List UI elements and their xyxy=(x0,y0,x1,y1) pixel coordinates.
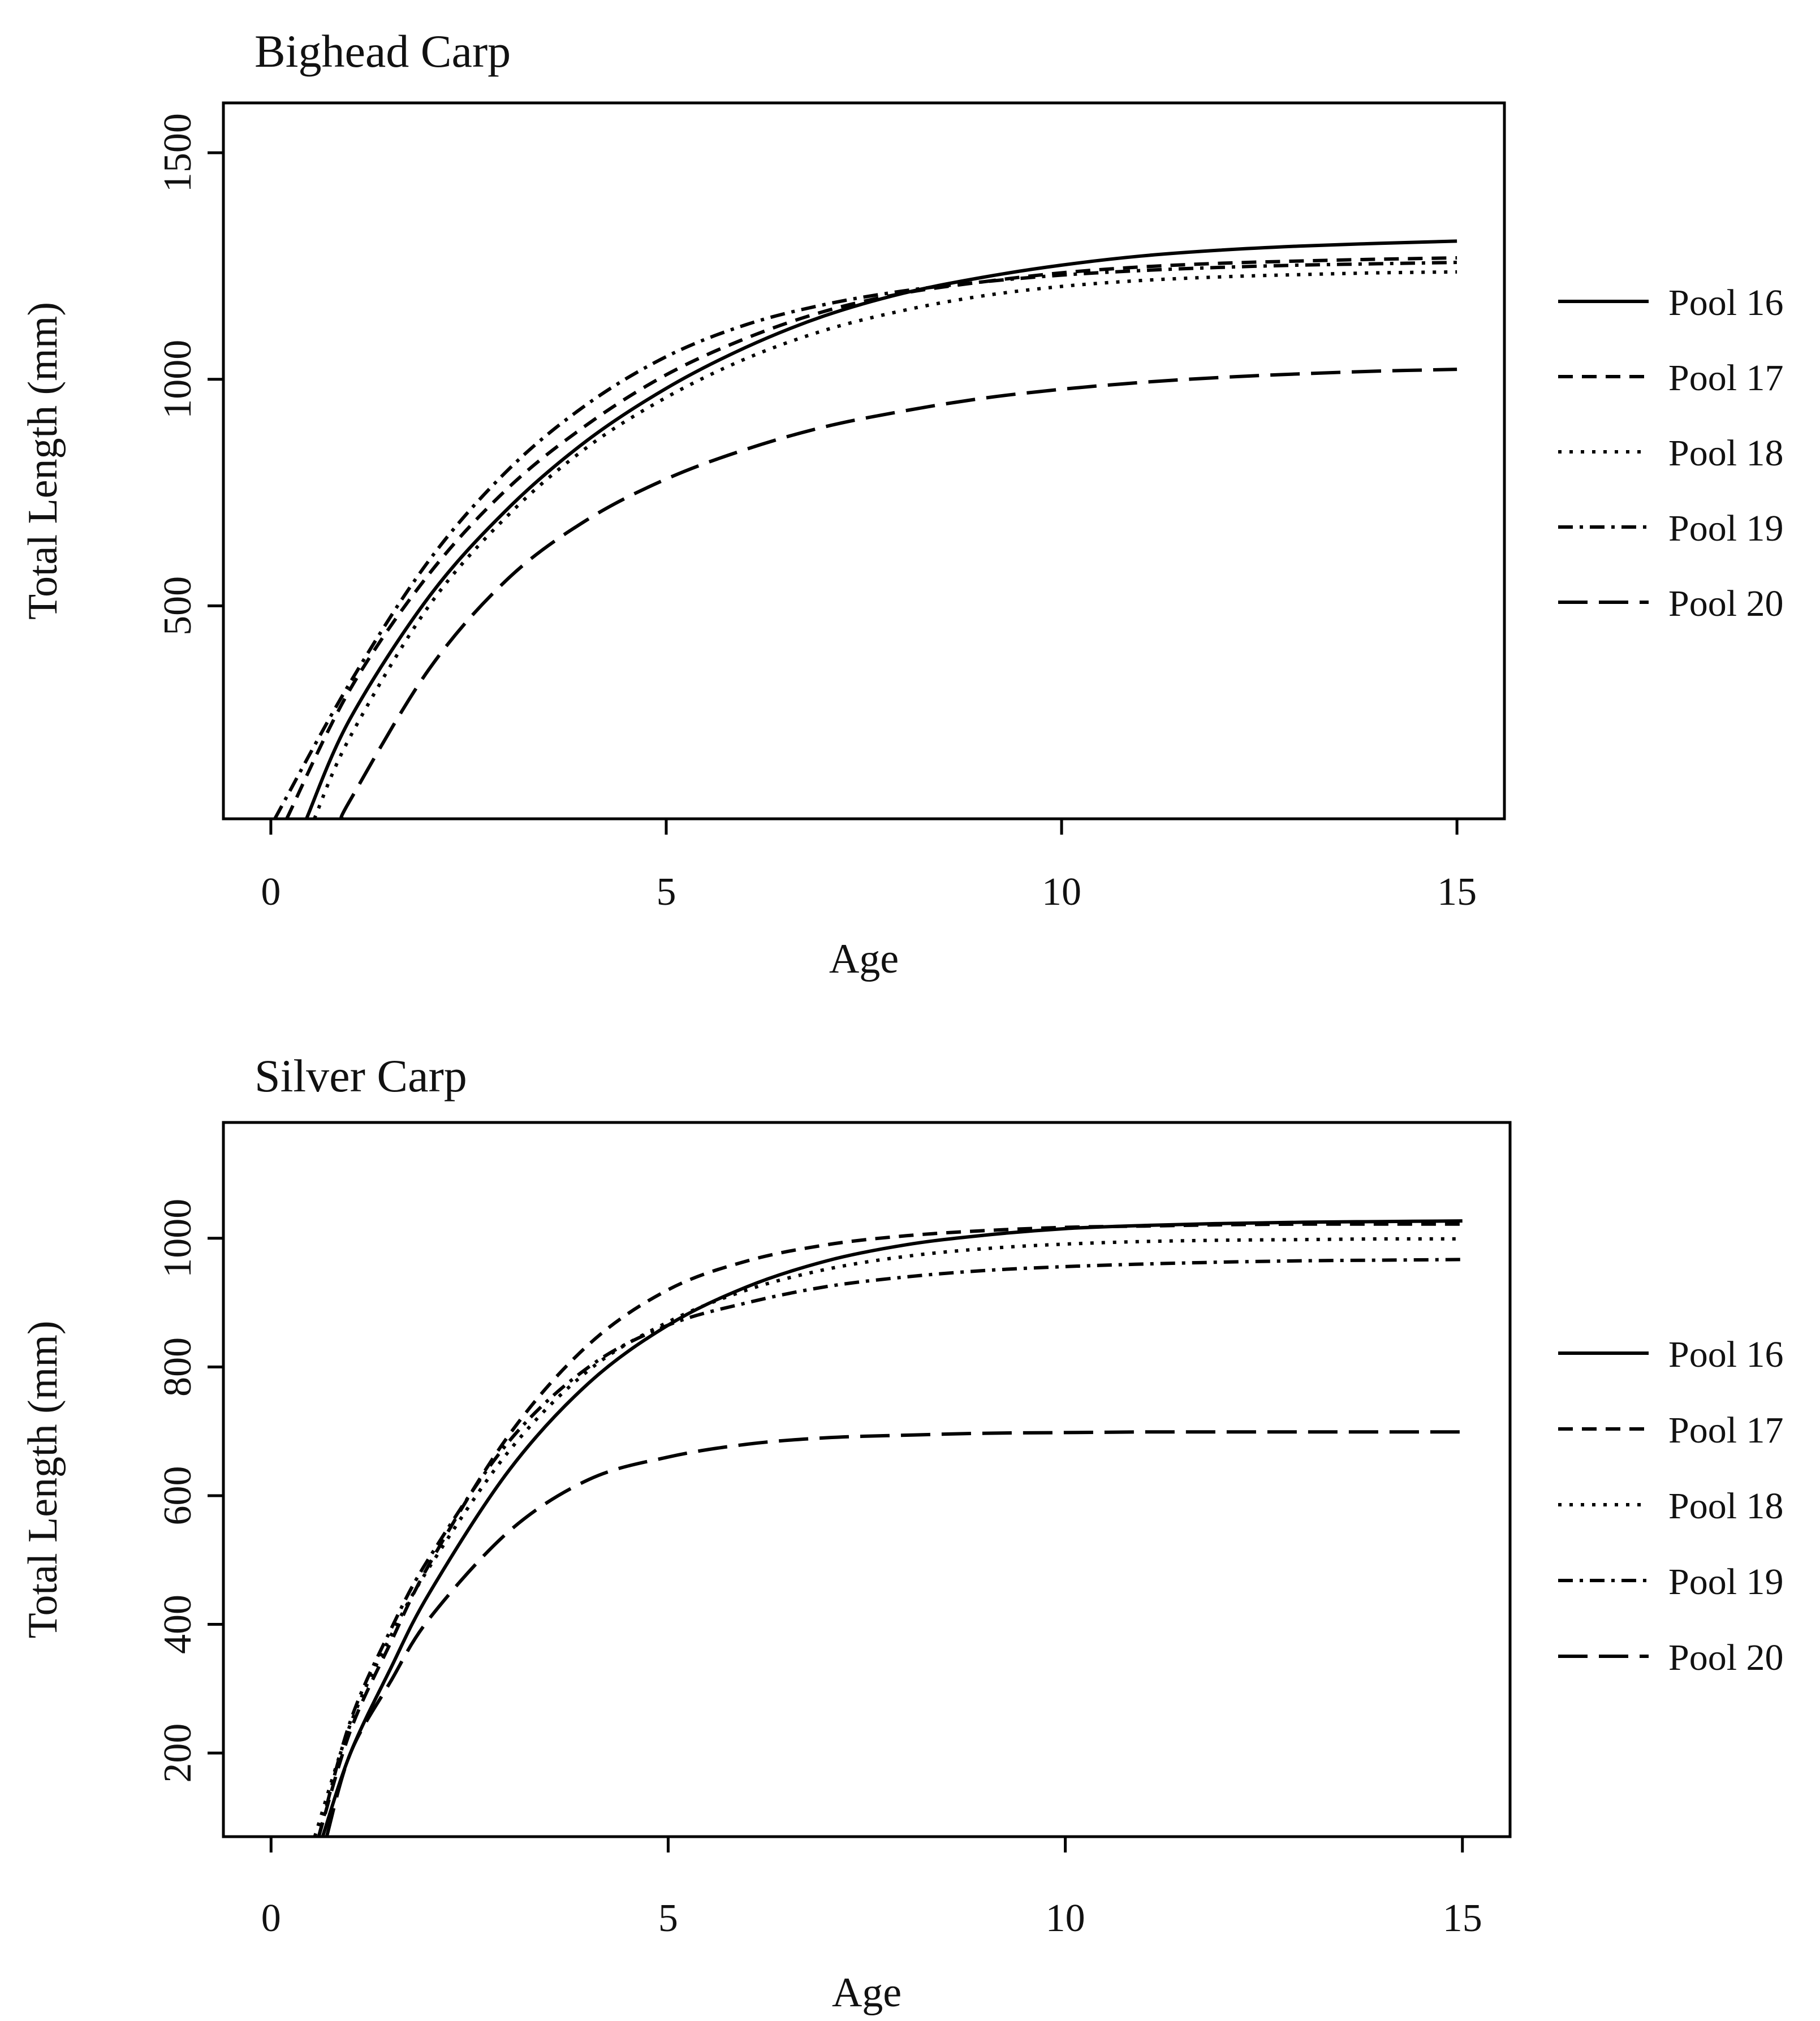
x-tick-label: 5 xyxy=(658,1897,678,1940)
x-axis-label: Age xyxy=(829,936,899,982)
legend-label: Pool 19 xyxy=(1668,508,1784,549)
series-line-pool-18 xyxy=(313,1237,1463,1837)
y-tick-label: 500 xyxy=(156,576,200,636)
series-line-pool-19 xyxy=(317,1258,1463,1837)
chart-title: Bighead Carp xyxy=(255,25,511,77)
x-tick-label: 10 xyxy=(1042,870,1081,914)
y-tick-label: 1000 xyxy=(156,340,200,419)
series-group xyxy=(313,1219,1463,1837)
y-axis-label: Total Length (mm) xyxy=(20,1320,66,1638)
y-tick-label: 800 xyxy=(156,1337,200,1397)
y-axis-label: Total Length (mm) xyxy=(20,302,66,620)
y-tick-label: 400 xyxy=(156,1595,200,1654)
x-tick-label: 10 xyxy=(1046,1897,1085,1940)
series-line-pool-20 xyxy=(325,1430,1463,1837)
x-tick-label: 15 xyxy=(1437,870,1477,914)
x-axis-label: Age xyxy=(832,1970,902,2016)
legend-label: Pool 18 xyxy=(1668,1485,1784,1527)
legend-label: Pool 16 xyxy=(1668,1334,1784,1375)
series-line-pool-18 xyxy=(313,270,1457,819)
series-line-pool-17 xyxy=(317,1222,1463,1837)
x-tick-label: 15 xyxy=(1443,1897,1482,1940)
y-tick-label: 200 xyxy=(156,1724,200,1783)
legend-label: Pool 17 xyxy=(1668,1410,1784,1451)
series-line-pool-20 xyxy=(339,368,1457,819)
chart-title: Silver Carp xyxy=(255,1050,467,1102)
legend: Pool 16 Pool 17 Pool 18 Pool 19 Pool 20 xyxy=(1558,282,1784,624)
legend-label: Pool 20 xyxy=(1668,1637,1784,1678)
legend-label: Pool 20 xyxy=(1668,583,1784,624)
legend: Pool 16 Pool 17 Pool 18 Pool 19 Pool 20 xyxy=(1558,1334,1784,1678)
y-tick-label: 1500 xyxy=(156,113,200,192)
legend-label: Pool 19 xyxy=(1668,1561,1784,1603)
x-tick-label: 0 xyxy=(261,1897,281,1940)
legend-label: Pool 16 xyxy=(1668,282,1784,323)
series-group xyxy=(273,239,1457,819)
y-tick-label: 1000 xyxy=(156,1199,200,1278)
series-line-pool-16 xyxy=(305,239,1457,819)
series-line-pool-19 xyxy=(273,261,1457,819)
series-line-pool-16 xyxy=(321,1219,1463,1837)
legend-label: Pool 17 xyxy=(1668,357,1784,399)
chart-panel-1: Bighead Carp 0 5 10 15 500 1000 1500 Age Total Le… xyxy=(20,25,1784,982)
plot-frame xyxy=(222,1121,1512,1838)
y-tick-label: 600 xyxy=(156,1466,200,1525)
x-tick-label: 0 xyxy=(261,870,281,914)
series-line-pool-17 xyxy=(285,256,1457,819)
chart-panel-2: Silver Carp 0 5 10 15 200 400 600 800 1000 Age Tota… xyxy=(20,1050,1784,2016)
legend-label: Pool 18 xyxy=(1668,433,1784,474)
plot-frame xyxy=(222,101,1506,821)
x-tick-label: 5 xyxy=(656,870,676,914)
